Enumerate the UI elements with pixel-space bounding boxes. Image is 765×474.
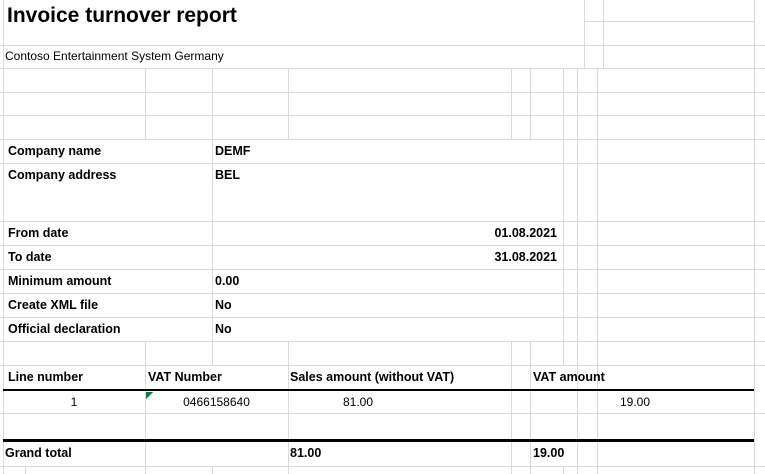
col-header-line-number[interactable]: Line number — [8, 370, 84, 384]
param-value-company-address[interactable]: BEL — [215, 168, 240, 182]
param-label-company-address[interactable]: Company address — [8, 168, 117, 182]
grand-total-sales-amount[interactable]: 81.00 — [290, 446, 322, 460]
number-stored-as-text-flag-icon — [146, 392, 153, 399]
param-value-official-declaration[interactable]: No — [215, 322, 232, 336]
param-label-from-date[interactable]: From date — [8, 226, 69, 240]
param-label-minimum-amount[interactable]: Minimum amount — [8, 274, 112, 288]
param-label-create-xml-file[interactable]: Create XML file — [8, 298, 99, 312]
param-value-to-date[interactable]: 31.08.2021 — [494, 250, 557, 264]
param-value-create-xml-file[interactable]: No — [215, 298, 232, 312]
cell-vat-number[interactable]: 0466158640 — [183, 395, 250, 409]
cell-line-number[interactable]: 1 — [70, 395, 78, 409]
param-label-company-name[interactable]: Company name — [8, 144, 102, 158]
col-header-sales-amount[interactable]: Sales amount (without VAT) — [290, 370, 455, 384]
cell-vat-amount[interactable]: 19.00 — [619, 395, 651, 409]
grand-total-top-border — [3, 439, 754, 442]
grand-total-label[interactable]: Grand total — [5, 446, 72, 460]
param-label-to-date[interactable]: To date — [8, 250, 52, 264]
company-name-line: Contoso Entertainment System Germany — [5, 49, 224, 63]
table-header-bottom-border — [3, 388, 754, 391]
report-title: Invoice turnover report — [7, 4, 237, 27]
col-header-vat-number[interactable]: VAT Number — [148, 370, 222, 384]
param-value-minimum-amount[interactable]: 0.00 — [215, 274, 240, 288]
col-header-vat-amount[interactable]: VAT amount — [533, 370, 605, 384]
param-value-company-name[interactable]: DEMF — [215, 144, 251, 158]
grand-total-vat-amount[interactable]: 19.00 — [533, 446, 565, 460]
cell-sales-amount[interactable]: 81.00 — [342, 395, 374, 409]
param-value-from-date[interactable]: 01.08.2021 — [494, 226, 557, 240]
param-label-official-declaration[interactable]: Official declaration — [8, 322, 121, 336]
